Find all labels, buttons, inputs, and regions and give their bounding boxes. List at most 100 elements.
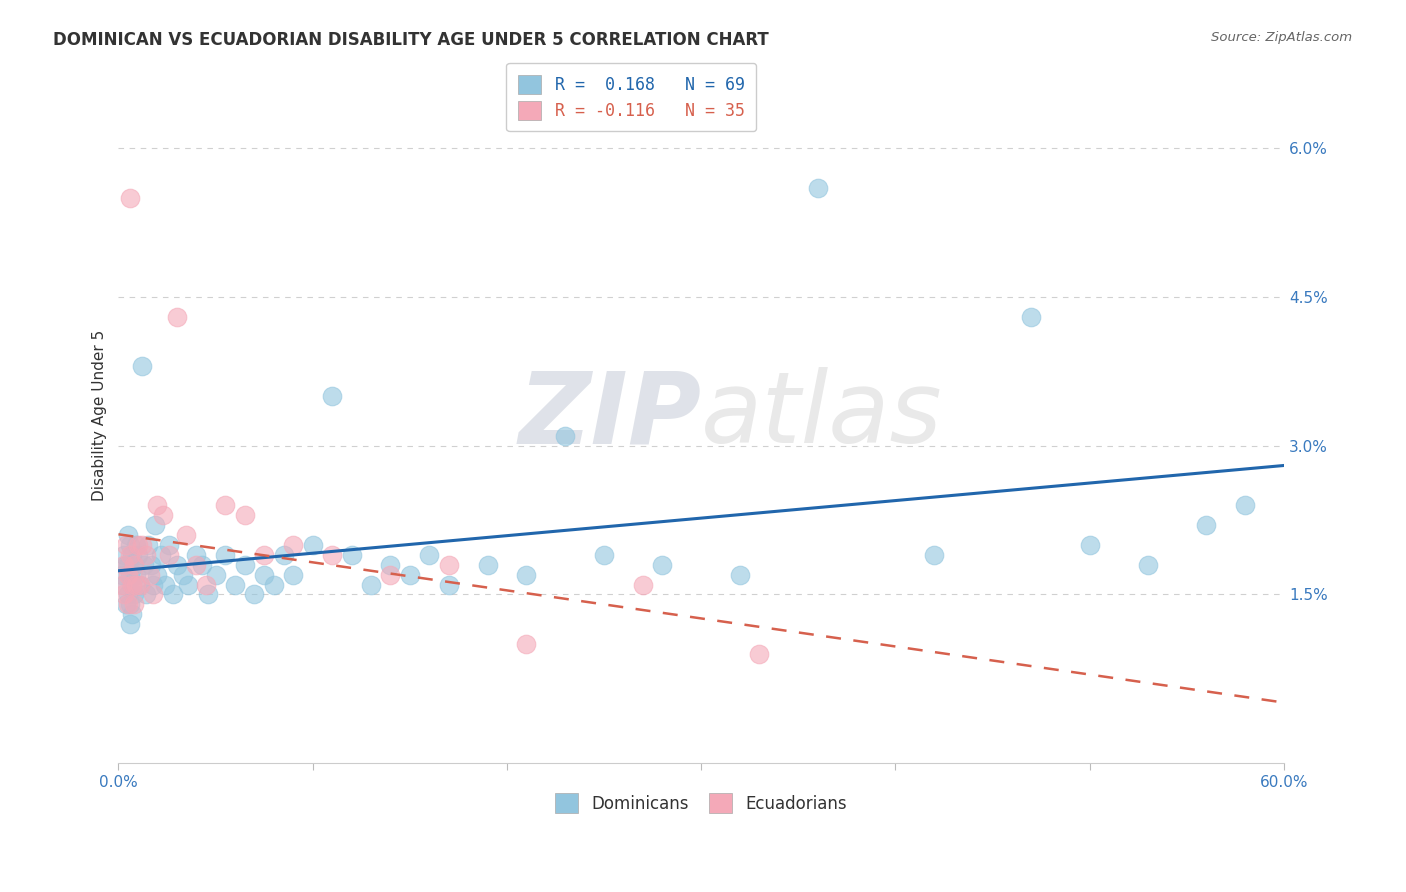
Point xyxy=(128,577,150,591)
Point xyxy=(143,518,166,533)
Point xyxy=(554,428,576,442)
Point xyxy=(253,567,276,582)
Point xyxy=(477,558,499,572)
Point xyxy=(321,548,343,562)
Point xyxy=(142,587,165,601)
Point xyxy=(321,389,343,403)
Point xyxy=(120,548,142,562)
Point xyxy=(125,538,148,552)
Point xyxy=(117,567,139,582)
Point xyxy=(807,180,830,194)
Point xyxy=(224,577,246,591)
Point xyxy=(135,548,157,562)
Point xyxy=(418,548,440,562)
Point xyxy=(146,567,169,582)
Point xyxy=(120,567,142,582)
Point xyxy=(146,498,169,512)
Text: DOMINICAN VS ECUADORIAN DISABILITY AGE UNDER 5 CORRELATION CHART: DOMINICAN VS ECUADORIAN DISABILITY AGE U… xyxy=(53,31,769,49)
Point xyxy=(176,528,198,542)
Point xyxy=(136,538,159,552)
Point xyxy=(1137,558,1160,572)
Point xyxy=(398,567,420,582)
Point xyxy=(651,558,673,572)
Text: Source: ZipAtlas.com: Source: ZipAtlas.com xyxy=(1212,31,1353,45)
Point xyxy=(924,548,946,562)
Point xyxy=(380,558,402,572)
Point xyxy=(122,558,145,572)
Point xyxy=(120,538,142,552)
Point xyxy=(748,647,770,661)
Point xyxy=(157,548,180,562)
Point xyxy=(115,558,138,572)
Point xyxy=(112,548,135,562)
Point xyxy=(204,567,226,582)
Point xyxy=(437,577,460,591)
Point xyxy=(1195,518,1218,533)
Point xyxy=(437,558,460,572)
Point xyxy=(127,538,149,552)
Point xyxy=(120,190,142,204)
Point xyxy=(233,558,256,572)
Point xyxy=(121,548,143,562)
Point xyxy=(111,567,134,582)
Point xyxy=(166,310,188,324)
Point xyxy=(194,577,217,591)
Point xyxy=(120,598,142,612)
Point xyxy=(214,498,236,512)
Point xyxy=(301,538,323,552)
Point xyxy=(115,538,138,552)
Point xyxy=(131,359,153,374)
Point xyxy=(177,577,200,591)
Point xyxy=(340,548,363,562)
Text: ZIP: ZIP xyxy=(519,368,702,465)
Point xyxy=(125,567,148,582)
Point xyxy=(1078,538,1101,552)
Point xyxy=(186,558,208,572)
Point xyxy=(157,538,180,552)
Point xyxy=(283,538,305,552)
Point xyxy=(191,558,214,572)
Point xyxy=(131,538,153,552)
Point xyxy=(283,567,305,582)
Point xyxy=(125,577,148,591)
Point xyxy=(111,577,134,591)
Point xyxy=(120,617,142,632)
Text: atlas: atlas xyxy=(702,368,943,465)
Point xyxy=(117,558,139,572)
Point xyxy=(186,548,208,562)
Point xyxy=(233,508,256,522)
Point xyxy=(117,587,139,601)
Point xyxy=(122,558,145,572)
Point xyxy=(121,577,143,591)
Point xyxy=(122,587,145,601)
Point xyxy=(263,577,285,591)
Point xyxy=(1021,310,1043,324)
Point xyxy=(127,548,149,562)
Point xyxy=(515,567,537,582)
Point xyxy=(138,567,160,582)
Point xyxy=(593,548,616,562)
Point xyxy=(117,598,139,612)
Point xyxy=(153,577,176,591)
Point xyxy=(631,577,654,591)
Point xyxy=(128,577,150,591)
Point xyxy=(1234,498,1257,512)
Point xyxy=(152,508,174,522)
Point xyxy=(360,577,382,591)
Point xyxy=(162,587,184,601)
Point xyxy=(214,548,236,562)
Point xyxy=(112,558,135,572)
Legend: Dominicans, Ecuadorians: Dominicans, Ecuadorians xyxy=(543,781,859,824)
Point xyxy=(728,567,751,582)
Point xyxy=(117,528,139,542)
Point xyxy=(112,587,135,601)
Point xyxy=(380,567,402,582)
Point xyxy=(141,558,163,572)
Y-axis label: Disability Age Under 5: Disability Age Under 5 xyxy=(93,330,107,501)
Point xyxy=(515,637,537,651)
Point xyxy=(166,558,188,572)
Point xyxy=(115,598,138,612)
Point xyxy=(112,577,135,591)
Point xyxy=(253,548,276,562)
Point xyxy=(132,558,155,572)
